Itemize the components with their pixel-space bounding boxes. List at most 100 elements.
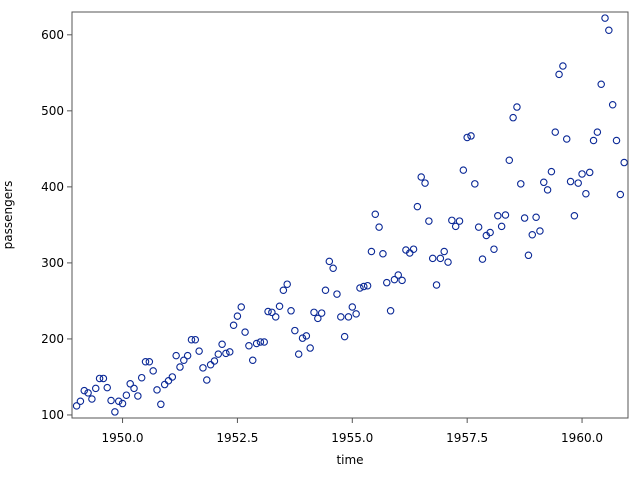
data-point [428,254,437,263]
data-point [145,357,154,366]
data-point [180,356,188,364]
data-point [486,228,494,237]
data-point [118,399,127,408]
data-point [114,397,123,406]
data-point [237,303,246,311]
data-point [183,351,192,360]
data-point [264,307,272,316]
x-tick-label: 1960.0 [561,431,603,445]
data-point [80,386,89,395]
data-point [164,376,173,385]
data-point [329,264,337,272]
data-point [517,180,525,188]
data-point [153,386,161,394]
data-point [302,332,311,340]
data-point [337,313,345,321]
data-point [210,357,219,365]
data-point [218,340,226,348]
data-point [226,348,234,356]
data-point [543,186,552,194]
data-point [130,384,138,393]
data-point [582,189,590,198]
data-point [559,62,567,70]
data-point [383,278,391,287]
data-point [474,223,483,231]
data-point [440,247,448,256]
data-point [585,168,594,177]
data-point [620,158,628,167]
data-point [505,156,514,165]
plot-frame [71,11,629,419]
data-point [195,347,203,355]
y-axis-title: passengers [1,181,15,250]
data-point [360,282,368,291]
data-point [574,179,582,187]
data-point [490,245,498,253]
data-point [107,396,115,405]
y-tick-label: 500 [41,104,64,118]
data-point [256,338,265,346]
data-point [547,167,556,176]
data-point [298,334,307,342]
data-point [528,231,537,239]
data-point [398,276,406,285]
data-point [157,400,165,409]
data-point [436,254,445,263]
data-point [520,214,529,222]
data-point [160,380,169,389]
data-point [245,342,253,350]
data-point [390,275,399,284]
data-point [222,349,230,358]
data-point [268,308,276,317]
data-point [176,363,184,371]
y-tick-label: 200 [41,332,64,346]
data-point [229,321,238,329]
data-point [597,80,605,88]
data-point [367,247,376,256]
data-point [348,303,357,311]
data-point [363,281,372,290]
data-point [344,313,353,321]
data-point [371,210,380,218]
data-point [137,373,146,382]
y-tick-label: 100 [41,408,64,422]
data-point [497,222,506,231]
x-tick-label: 1952.5 [216,431,258,445]
data-point [172,351,180,360]
data-point [214,350,223,358]
data-point [88,395,96,403]
y-tick-label: 400 [41,180,64,194]
x-tick-label: 1950.0 [102,431,144,445]
data-point [356,284,364,292]
data-point [241,328,249,336]
data-point [103,383,111,392]
data-point [605,26,613,34]
data-point [260,338,268,346]
data-point [455,217,464,225]
data-point [122,391,131,399]
data-point [566,177,575,186]
data-point [321,286,330,295]
data-point [199,364,207,372]
data-point [509,113,517,122]
data-point [340,332,349,341]
data-point [191,335,200,344]
data-point [413,202,422,211]
data-point [99,374,108,383]
data-point [279,286,288,295]
data-point [513,103,521,111]
data-point [72,402,81,410]
data-point [168,373,177,381]
data-point [333,290,341,298]
data-point [601,14,609,22]
data-point [444,258,452,266]
data-point [294,350,303,358]
data-point [562,135,571,143]
data-point [149,367,157,375]
data-point [76,397,85,406]
data-point [325,257,334,266]
data-point [421,179,429,187]
data-point [578,170,586,178]
data-point [248,356,257,364]
